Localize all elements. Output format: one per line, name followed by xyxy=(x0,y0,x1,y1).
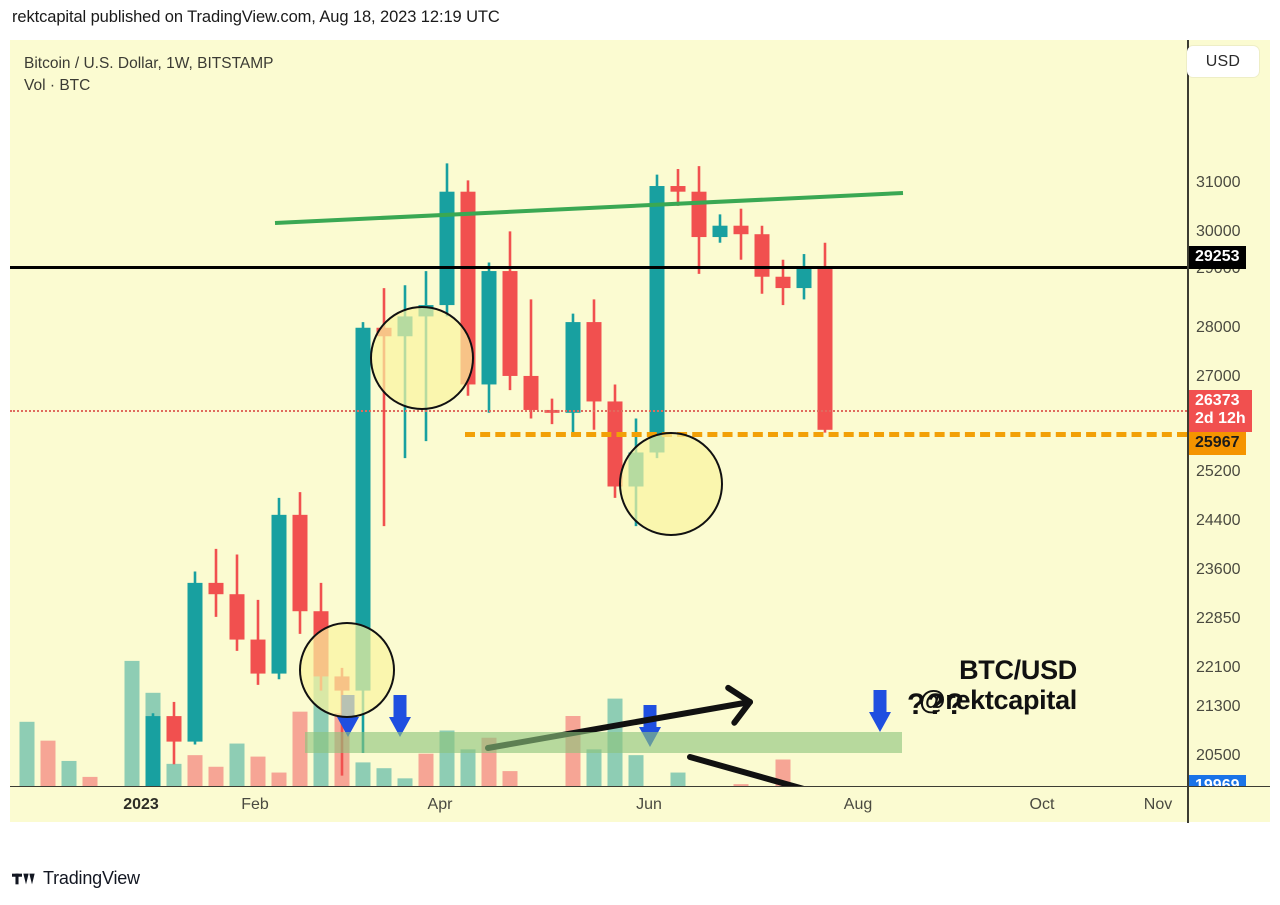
candle-body xyxy=(523,375,539,410)
bullish-path-head xyxy=(725,684,753,726)
legend-indicator: Vol · BTC xyxy=(24,77,91,94)
watermark: BTC/USD @rektcapital xyxy=(919,655,1077,715)
time-tick: Aug xyxy=(843,796,873,813)
price-tick: 31000 xyxy=(1196,174,1241,191)
price-tick: 23600 xyxy=(1196,561,1241,578)
countdown-badge: 26373 2d 12h xyxy=(1189,390,1252,432)
tradingview-footer: TradingView xyxy=(12,868,140,889)
time-tick: Jun xyxy=(636,796,662,813)
resistance-line xyxy=(10,266,1187,269)
candle-body xyxy=(271,514,287,674)
candle-body xyxy=(208,582,224,595)
last-price-badge: 29253 xyxy=(1189,246,1246,270)
watermark-handle: @rektcapital xyxy=(919,685,1077,716)
price-tick: 28000 xyxy=(1196,319,1241,336)
price-tick: 22100 xyxy=(1196,659,1241,676)
highlight-3-circle xyxy=(299,622,395,718)
legend-symbol: Bitcoin / U.S. Dollar, 1W, BITSTAMP xyxy=(24,55,274,72)
blue-arrow-4 xyxy=(869,690,891,732)
candle-body xyxy=(733,225,749,235)
candle-body xyxy=(796,268,812,289)
candle-body xyxy=(481,271,497,385)
time-scale-separator xyxy=(1187,787,1189,823)
candle-body xyxy=(775,276,791,289)
price-tick: 20500 xyxy=(1196,747,1241,764)
candle-body xyxy=(292,514,308,612)
candle-body xyxy=(565,322,581,413)
publisher-line: rektcapital published on TradingView.com… xyxy=(12,8,500,26)
price-pane[interactable]: Bitcoin / U.S. Dollar, 1W, BITSTAMP Vol … xyxy=(10,40,1187,822)
price-scale[interactable]: 3100030000290002800027000252002440023600… xyxy=(1187,40,1270,822)
candle-body xyxy=(586,322,602,402)
candle-body xyxy=(229,594,245,640)
price-tick: 22850 xyxy=(1196,610,1241,627)
time-tick: Oct xyxy=(1029,796,1055,813)
time-tick: Nov xyxy=(1143,796,1173,813)
chart-legend: Bitcoin / U.S. Dollar, 1W, BITSTAMP Vol … xyxy=(24,53,274,97)
time-tick: Apr xyxy=(427,796,453,813)
price-tick: 27000 xyxy=(1196,368,1241,385)
candle-body xyxy=(355,327,371,691)
time-tick: Feb xyxy=(241,796,269,813)
candle-body xyxy=(439,191,455,306)
highlight-1-circle xyxy=(370,306,474,410)
price-tick: 25200 xyxy=(1196,463,1241,480)
watermark-symbol: BTC/USD xyxy=(959,655,1077,685)
tradingview-brand: TradingView xyxy=(43,868,140,888)
support-zone xyxy=(305,732,902,753)
candle-body xyxy=(166,716,182,742)
candle-body xyxy=(250,639,266,674)
currency-button[interactable]: USD xyxy=(1187,46,1259,77)
candle-body xyxy=(670,186,686,192)
question-marks-label: ??? xyxy=(907,688,965,721)
candle-body xyxy=(607,401,623,487)
candle-body xyxy=(502,271,518,376)
blue-arrow-2 xyxy=(389,695,411,737)
time-tick: 2023 xyxy=(123,796,159,813)
candle-body xyxy=(712,225,728,238)
candle-body xyxy=(649,186,665,453)
current-price-line xyxy=(10,410,1187,412)
candle-body xyxy=(145,716,161,795)
price-tick: 24400 xyxy=(1196,512,1241,529)
chart-frame: Bitcoin / U.S. Dollar, 1W, BITSTAMP Vol … xyxy=(10,40,1270,822)
tradingview-logo-icon xyxy=(12,873,35,884)
price-tick: 30000 xyxy=(1196,223,1241,240)
volume-bar xyxy=(124,660,140,822)
alert-level-line xyxy=(465,432,1187,437)
alert-price-badge: 25967 xyxy=(1189,432,1246,456)
candle-body xyxy=(817,268,833,430)
candle-body xyxy=(187,582,203,742)
price-tick: 21300 xyxy=(1196,698,1241,715)
highlight-2-circle xyxy=(619,432,723,536)
time-scale[interactable]: 2023 Feb Apr Jun Aug Oct Nov xyxy=(10,786,1270,823)
green-trendline xyxy=(274,191,904,225)
